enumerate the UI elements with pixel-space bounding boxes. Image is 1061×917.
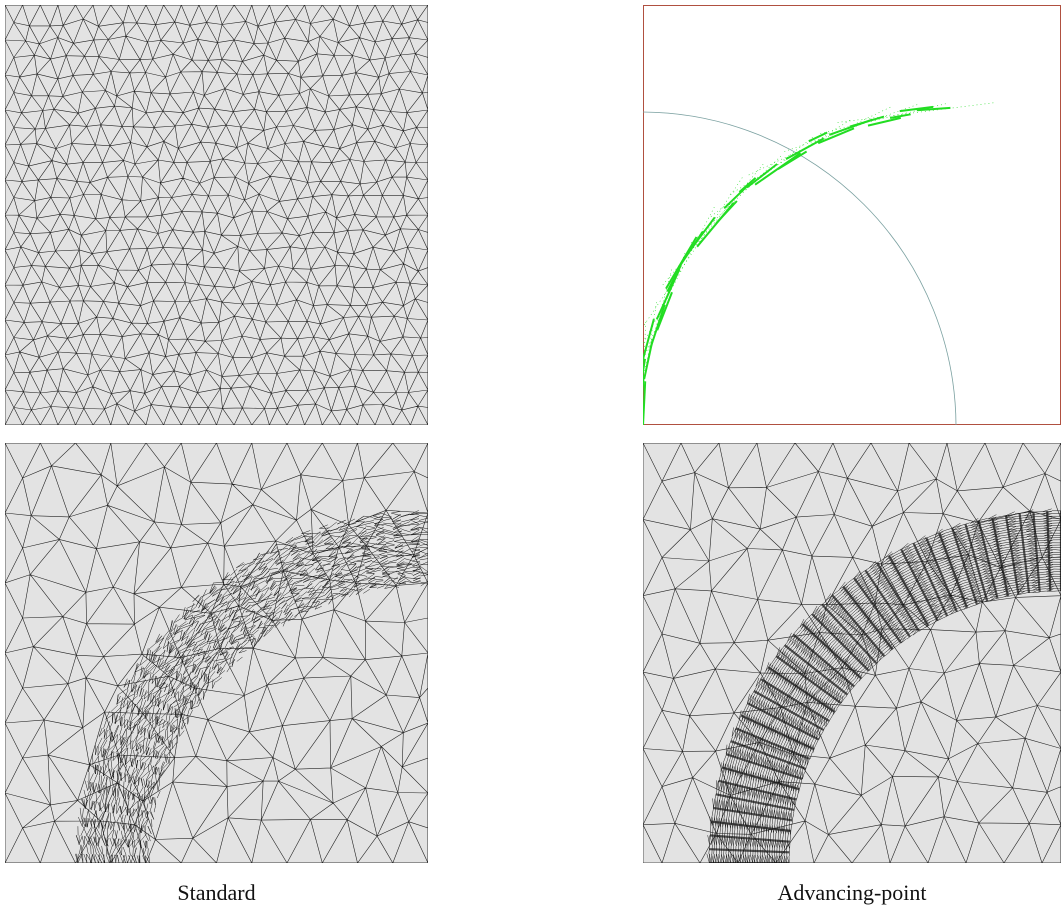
uniform-mesh-panel bbox=[5, 5, 428, 425]
advancing-point-refined-mesh bbox=[643, 443, 1061, 863]
seed-points-panel bbox=[643, 5, 1061, 425]
standard-refined-mesh bbox=[5, 443, 428, 863]
uniform-triangle-mesh bbox=[5, 5, 428, 425]
caption-standard: Standard bbox=[177, 880, 256, 905]
advancing-seed-lines bbox=[643, 5, 1061, 425]
advancing-point-mesh-panel bbox=[643, 443, 1061, 863]
standard-mesh-panel bbox=[5, 443, 428, 863]
caption-advancing-point: Advancing-point bbox=[777, 880, 927, 905]
